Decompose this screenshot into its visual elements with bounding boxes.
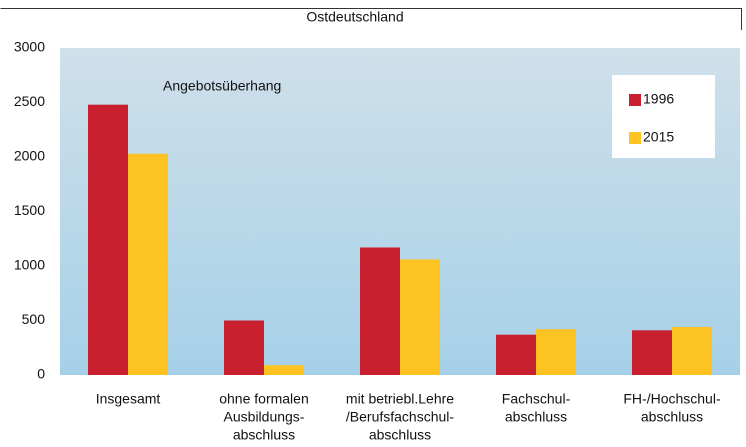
frame bbox=[0, 8, 742, 30]
bar bbox=[88, 104, 128, 376]
y-tick-label: 1500 bbox=[14, 202, 45, 218]
bar bbox=[224, 320, 264, 375]
bar bbox=[632, 330, 672, 375]
bar bbox=[128, 153, 168, 375]
x-tick-label: abschluss bbox=[505, 409, 567, 425]
x-tick-label: abschluss bbox=[233, 427, 295, 443]
y-tick-label: 2000 bbox=[14, 148, 45, 164]
bar bbox=[672, 327, 712, 375]
x-tick-label: mit betriebl.Lehre bbox=[346, 391, 454, 407]
y-tick-label: 1000 bbox=[14, 257, 45, 273]
x-tick-label: abschluss bbox=[369, 427, 431, 443]
legend bbox=[612, 75, 715, 158]
y-tick-label: 0 bbox=[37, 366, 45, 382]
x-tick-label: abschluss bbox=[641, 409, 703, 425]
bar bbox=[360, 247, 400, 375]
legend-swatch bbox=[629, 94, 641, 106]
x-tick-label: Insgesamt bbox=[96, 391, 161, 407]
x-tick-label: Ausbildungs- bbox=[224, 409, 305, 425]
y-tick-label: 3000 bbox=[14, 39, 45, 55]
legend-swatch bbox=[629, 132, 641, 144]
x-tick-label: /Berufsfachschul- bbox=[346, 409, 454, 425]
bar bbox=[264, 365, 304, 375]
x-tick-label: Fachschul- bbox=[502, 391, 571, 407]
x-tick-label: ohne formalen bbox=[219, 391, 309, 407]
y-tick-label: 500 bbox=[22, 311, 46, 327]
legend-label: 2015 bbox=[643, 129, 674, 145]
bar bbox=[400, 259, 440, 375]
annotation: Angebotsüberhang bbox=[163, 78, 281, 94]
y-tick-label: 2500 bbox=[14, 93, 45, 109]
bar bbox=[536, 329, 576, 375]
x-tick-label: FH-/Hochschul- bbox=[623, 391, 721, 407]
chart-title: Ostdeutschland bbox=[306, 9, 403, 25]
legend-label: 1996 bbox=[643, 91, 674, 107]
bar bbox=[496, 334, 536, 375]
